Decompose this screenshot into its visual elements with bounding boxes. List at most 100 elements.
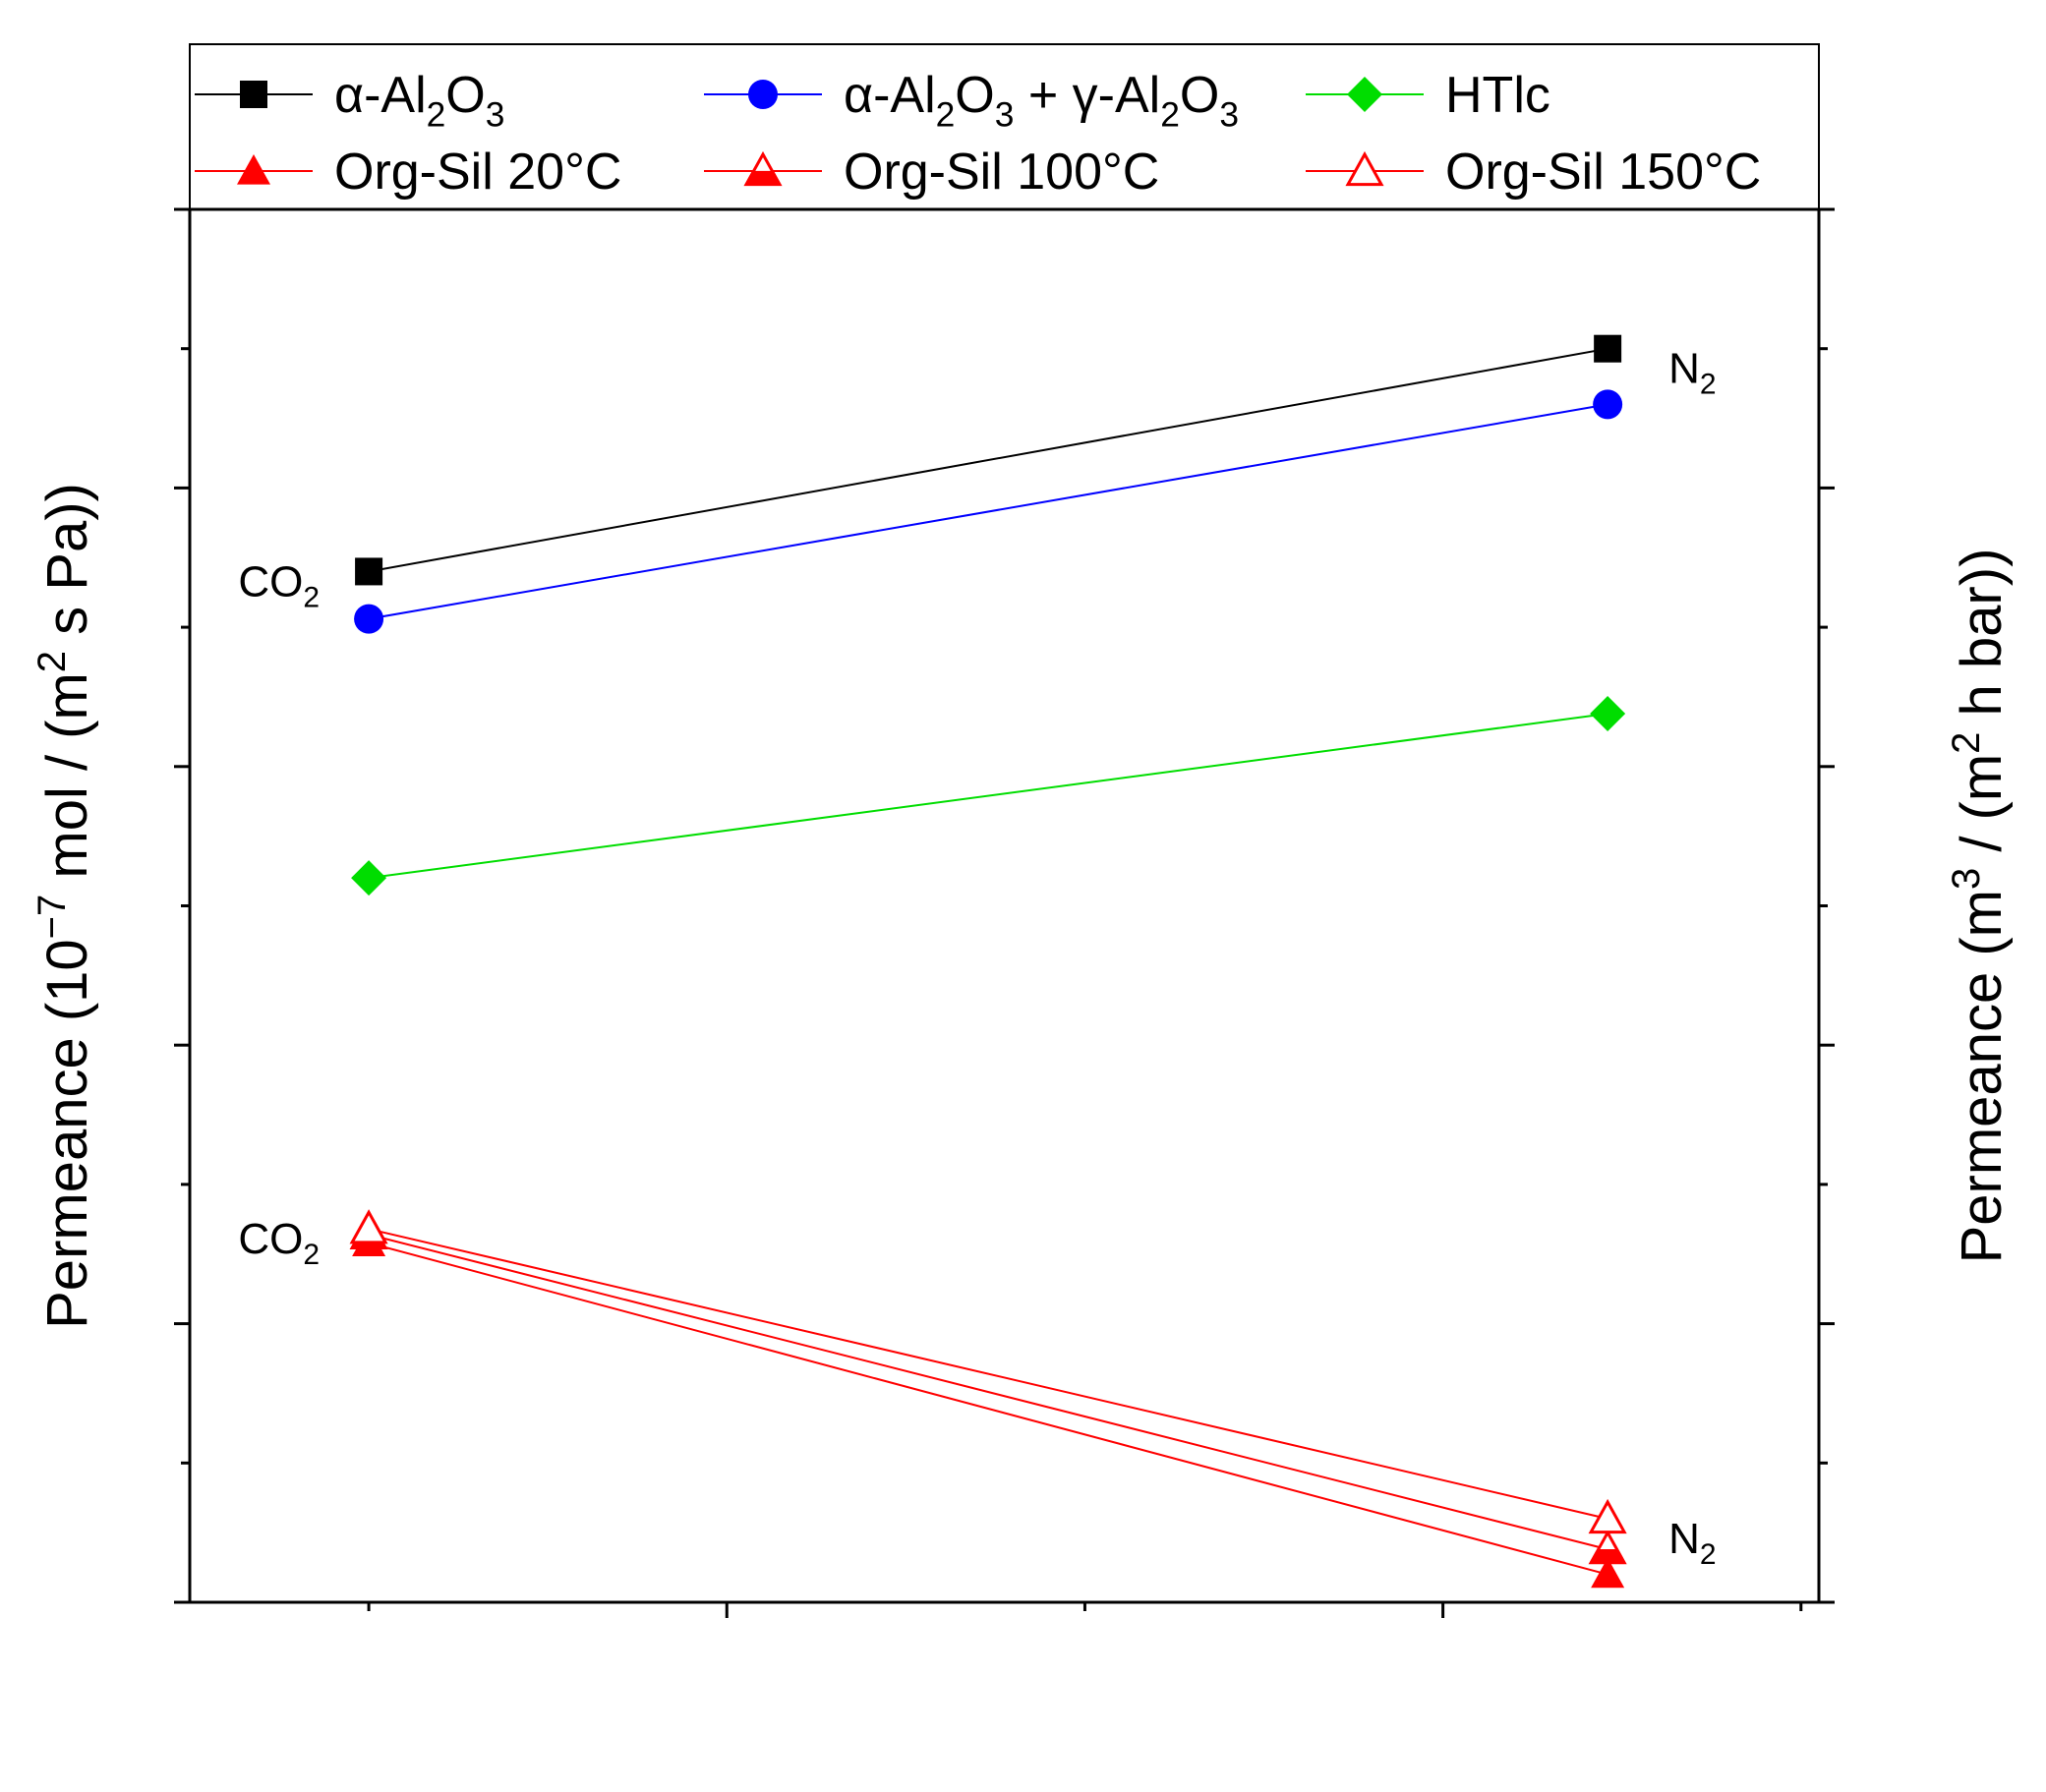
data-point bbox=[1588, 1498, 1627, 1534]
series-line bbox=[368, 1233, 1608, 1551]
legend-marker-shape bbox=[1345, 150, 1384, 187]
legend-label-part: HTlc bbox=[1445, 67, 1550, 124]
legend-label-part: Org-Sil 20°C bbox=[334, 144, 621, 201]
legend-entry: Org-Sil 100°C bbox=[704, 144, 1159, 201]
legend-label-subscript: 3 bbox=[1219, 96, 1239, 135]
y-axis-title-right-part: h bar)) bbox=[1950, 549, 2014, 732]
annotation-subscript: 2 bbox=[303, 581, 320, 613]
legend-marker-fill bbox=[746, 170, 780, 185]
annotation-subscript: 2 bbox=[1700, 369, 1717, 401]
series-4 bbox=[368, 1233, 1608, 1551]
point-annotation: CO2 bbox=[238, 1215, 320, 1271]
point-annotation: N2 bbox=[1668, 1515, 1716, 1571]
series-layer bbox=[349, 334, 1627, 1589]
legend-marker bbox=[1345, 150, 1384, 187]
data-point bbox=[355, 557, 383, 586]
point-annotation: CO2 bbox=[238, 557, 320, 613]
legend-label: α-Al2O3 + γ-Al2O3 bbox=[844, 67, 1239, 135]
data-point-shape bbox=[355, 557, 383, 586]
data-point-shape bbox=[1593, 389, 1623, 420]
legend-marker bbox=[743, 150, 783, 187]
legend-label: Org-Sil 20°C bbox=[334, 144, 621, 201]
y-axis-title-right: Permeance (m3 / (m2 h bar)) bbox=[1945, 549, 2014, 1264]
y-axis-title-left-part: Permeance (10 bbox=[35, 939, 99, 1329]
series-line bbox=[368, 403, 1608, 620]
series-5 bbox=[368, 1228, 1608, 1520]
data-point-fill bbox=[1591, 1548, 1625, 1563]
annotation-text: N bbox=[1668, 1515, 1700, 1563]
data-point-shape bbox=[1588, 1498, 1627, 1534]
point-annotation: N2 bbox=[1668, 345, 1716, 401]
y-axis-title-right-part: Permeance (m bbox=[1950, 890, 2014, 1263]
legend-box bbox=[189, 43, 1820, 210]
legend-label-part: α-Al bbox=[334, 67, 427, 124]
y-axis-title-right-superscript: 3 bbox=[1945, 868, 1988, 890]
series-3 bbox=[368, 1242, 1608, 1576]
legend-marker-shape bbox=[1347, 77, 1382, 112]
data-point bbox=[1593, 389, 1623, 420]
legend-label-subscript: 3 bbox=[486, 96, 505, 135]
data-point bbox=[351, 860, 387, 896]
legend-label-part: α-Al bbox=[844, 67, 936, 124]
legend-marker-shape bbox=[240, 81, 267, 108]
legend-label-part: O bbox=[1180, 67, 1219, 124]
y-axis-title-left: Permeance (10−7 mol / (m2 s Pa)) bbox=[30, 483, 99, 1329]
data-point bbox=[1588, 1530, 1627, 1565]
annotation-subscript: 2 bbox=[1700, 1538, 1717, 1571]
legend-label-subscript: 3 bbox=[995, 96, 1015, 135]
legend-label-subscript: 2 bbox=[427, 96, 446, 135]
legend-marker bbox=[1347, 77, 1382, 112]
y-axis-title-right-superscript: 2 bbox=[1945, 732, 1988, 754]
series-1 bbox=[368, 403, 1608, 620]
legend-entry: α-Al2O3 bbox=[195, 67, 504, 135]
annotation-text: CO bbox=[238, 1215, 303, 1263]
legend-entry: α-Al2O3 + γ-Al2O3 bbox=[704, 67, 1239, 135]
legend-marker bbox=[237, 154, 270, 185]
legend-label-part: O bbox=[955, 67, 994, 124]
legend-entry: Org-Sil 150°C bbox=[1306, 144, 1761, 201]
plot-frame bbox=[188, 207, 1821, 1604]
legend-label: HTlc bbox=[1445, 67, 1550, 124]
data-point-shape bbox=[349, 1209, 388, 1244]
legend-label: Org-Sil 150°C bbox=[1445, 144, 1761, 201]
data-point-shape bbox=[1591, 1557, 1625, 1589]
legend-label-part: O bbox=[445, 67, 485, 124]
axes: Permeance (10−7 mol / (m2 s Pa))Permeanc… bbox=[30, 207, 2014, 1618]
data-point-shape bbox=[1594, 334, 1622, 363]
series-line bbox=[368, 1242, 1608, 1576]
data-point bbox=[354, 604, 384, 634]
legend-marker-shape bbox=[748, 80, 778, 109]
series-line bbox=[368, 712, 1608, 880]
annotation-text: CO bbox=[238, 557, 303, 606]
legend-label: α-Al2O3 bbox=[334, 67, 504, 135]
legend-label-part: Org-Sil 150°C bbox=[1445, 144, 1761, 201]
y-axis-title-left-part: mol / (m bbox=[35, 672, 99, 895]
annotation-text: N bbox=[1668, 345, 1700, 393]
series-line bbox=[368, 347, 1608, 573]
legend-marker-shape bbox=[237, 154, 270, 185]
data-point-shape bbox=[354, 604, 384, 634]
legend-label-part: + γ-Al bbox=[1014, 67, 1160, 124]
y-axis-title-right-part: / (m bbox=[1950, 754, 2014, 868]
series-0 bbox=[368, 347, 1608, 573]
legend-entry: Org-Sil 20°C bbox=[195, 144, 621, 201]
series-line bbox=[368, 1228, 1608, 1520]
series-2 bbox=[368, 712, 1608, 880]
data-point bbox=[349, 1209, 388, 1244]
legend-label-subscript: 2 bbox=[936, 96, 956, 135]
legend-marker bbox=[748, 80, 778, 109]
legend-label-subscript: 2 bbox=[1160, 96, 1180, 135]
y-axis-title-left-superscript: 2 bbox=[30, 651, 74, 672]
legend-label-part: Org-Sil 100°C bbox=[844, 144, 1159, 201]
legend-entry: HTlc bbox=[1306, 67, 1550, 124]
legend-marker bbox=[240, 81, 267, 108]
data-point bbox=[1594, 334, 1622, 363]
annotation-subscript: 2 bbox=[303, 1239, 320, 1271]
y-axis-title-left-part: s Pa)) bbox=[35, 483, 99, 651]
legend-label: Org-Sil 100°C bbox=[844, 144, 1159, 201]
data-point-shape bbox=[1590, 695, 1626, 731]
